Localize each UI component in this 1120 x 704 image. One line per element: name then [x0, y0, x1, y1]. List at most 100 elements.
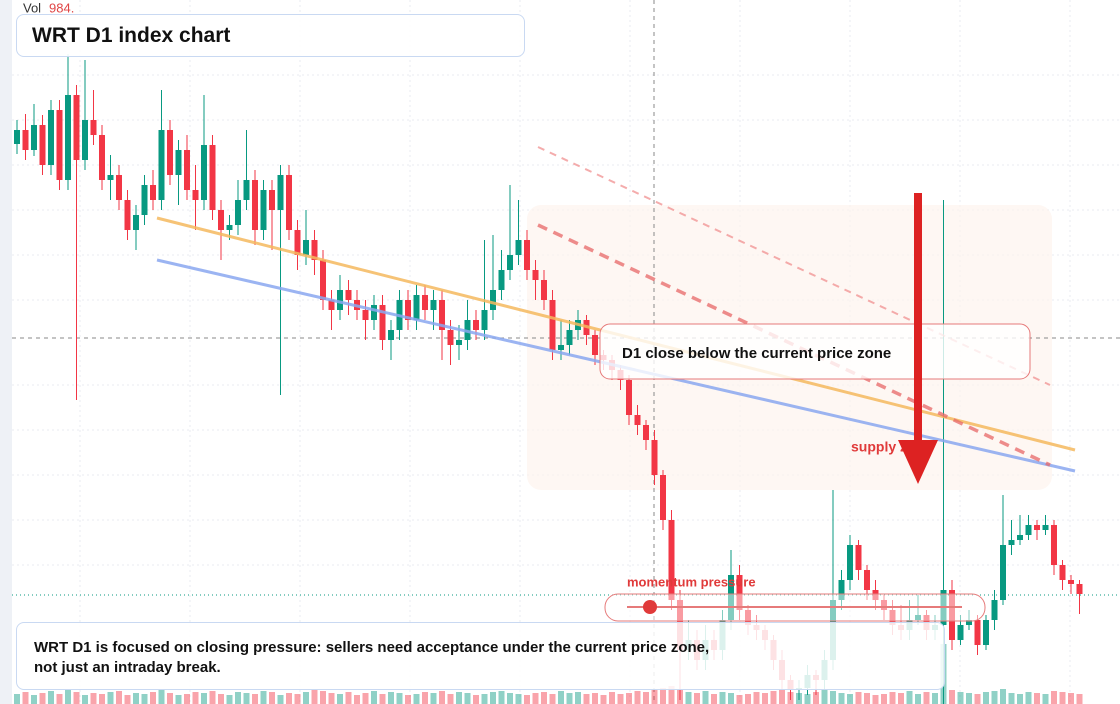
- volume-bar: [906, 691, 913, 704]
- candle-body: [447, 330, 454, 345]
- volume-bar: [668, 686, 675, 704]
- candle-body: [668, 520, 675, 600]
- candle-body: [235, 200, 241, 225]
- volume-bar: [90, 693, 97, 704]
- candle-body: [269, 190, 275, 210]
- volume-bar: [1017, 694, 1023, 704]
- volume-bar: [728, 693, 734, 704]
- candle-body: [311, 240, 318, 260]
- candle-body: [983, 620, 989, 645]
- volume-bar: [158, 690, 165, 704]
- volume-bar: [583, 694, 590, 704]
- candle-body: [175, 150, 182, 175]
- volume-bar: [864, 693, 870, 704]
- volume-bar: [983, 692, 989, 704]
- candle-body: [201, 145, 207, 200]
- volume-bar: [651, 690, 658, 704]
- candle-body: [286, 175, 292, 230]
- volume-bar: [847, 694, 853, 704]
- volume-bar: [303, 692, 309, 704]
- volume-bar: [73, 692, 80, 704]
- candle-body: [167, 130, 173, 175]
- slider-handle[interactable]: [643, 600, 657, 614]
- volume-bar: [107, 692, 114, 704]
- volume-bar: [1051, 691, 1057, 704]
- candle-body: [141, 185, 148, 215]
- candle-body: [558, 345, 564, 350]
- volume-bar: [685, 692, 692, 704]
- candle-body: [218, 210, 224, 230]
- candle-body: [1034, 525, 1040, 530]
- candle-body: [379, 305, 386, 340]
- volume-bar: [804, 694, 811, 704]
- volume-bar: [209, 691, 216, 704]
- candle-body: [1017, 535, 1023, 540]
- volume-bar: [745, 694, 751, 704]
- volume-bar: [175, 695, 182, 704]
- candle-body: [481, 310, 488, 330]
- volume-bar: [184, 694, 190, 704]
- volume-bar: [1034, 693, 1040, 704]
- candle-body: [328, 300, 335, 310]
- volume-bar: [218, 694, 224, 704]
- candle-body: [22, 130, 29, 150]
- volume-bar: [949, 690, 955, 704]
- candle-body: [82, 120, 88, 160]
- candle-body: [405, 300, 411, 320]
- volume-bar: [124, 695, 131, 704]
- candle-body: [1042, 525, 1049, 530]
- volume-bar: [966, 693, 972, 704]
- candle-body: [430, 300, 437, 310]
- candle-body: [294, 230, 301, 255]
- volume-bar: [600, 695, 607, 704]
- volume-bar: [337, 694, 343, 704]
- candle-body: [566, 330, 573, 345]
- candle-body: [515, 240, 522, 255]
- candle-body: [260, 190, 267, 230]
- volume-bar: [779, 690, 785, 704]
- volume-bar: [991, 691, 998, 704]
- volume-bar: [507, 693, 513, 704]
- volume-bar: [99, 694, 105, 704]
- title-box: WRT D1 index chart: [16, 14, 525, 57]
- candle-body: [1076, 584, 1083, 594]
- candle-body: [99, 135, 105, 180]
- candle-body: [532, 270, 539, 280]
- volume-bar: [872, 695, 879, 704]
- left-strip: [0, 0, 12, 704]
- candle-body: [549, 300, 556, 350]
- volume-bar: [48, 691, 54, 704]
- vol-value: 984.: [49, 0, 74, 15]
- volume-bar: [762, 693, 768, 704]
- volume-bar: [957, 692, 964, 704]
- volume-bar: [277, 695, 284, 704]
- volume-bar: [311, 690, 318, 704]
- volume-bar: [260, 691, 267, 704]
- volume-bar: [388, 692, 394, 704]
- volume-bar: [1068, 693, 1074, 704]
- candle-body: [524, 240, 530, 270]
- volume-bar: [422, 692, 428, 704]
- volume-bar: [566, 693, 573, 704]
- callout-text: D1 close below the current price zone: [622, 345, 891, 362]
- volume-bar: [532, 693, 539, 704]
- candle-body: [439, 300, 445, 330]
- volume-bar: [915, 694, 921, 704]
- volume-bar: [396, 693, 403, 704]
- title: WRT D1 index chart: [32, 24, 231, 47]
- candle-body: [39, 125, 46, 165]
- candle-body: [345, 290, 352, 300]
- volume-bar: [770, 691, 777, 704]
- volume-bar: [753, 692, 760, 704]
- candle-body: [643, 425, 649, 440]
- candle-body: [957, 625, 964, 640]
- candle-body: [847, 545, 853, 580]
- candle-body: [966, 620, 972, 625]
- volume-bar: [702, 691, 709, 704]
- volume-bar: [243, 693, 250, 704]
- volume-bar: [889, 692, 896, 704]
- candle-body: [1025, 525, 1032, 535]
- volume-bar: [634, 691, 641, 704]
- candle-body: [158, 130, 165, 200]
